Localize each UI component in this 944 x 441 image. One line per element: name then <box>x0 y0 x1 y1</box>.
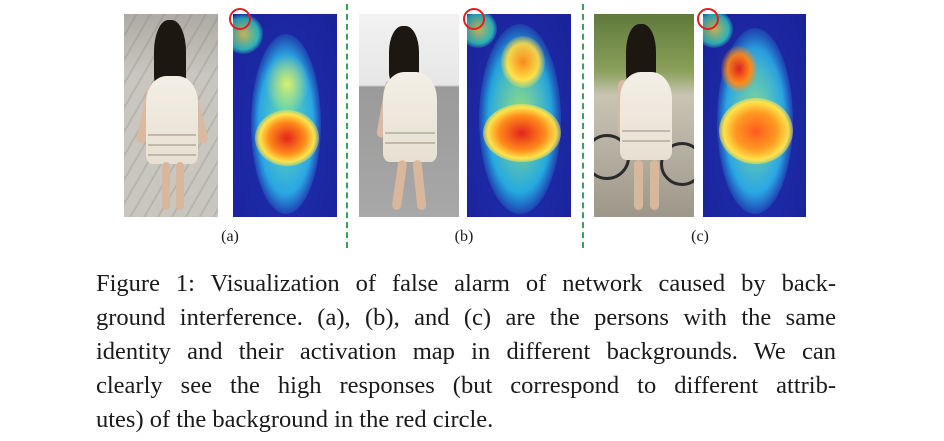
person-photo-b <box>359 14 459 217</box>
figure-caption: Figure 1: Visualization of false alarm o… <box>96 267 836 437</box>
panel-label-c: (c) <box>691 228 709 245</box>
caption-line: clearly see the high responses (but corr… <box>96 372 836 399</box>
activation-map-c <box>703 14 806 217</box>
divider-1 <box>346 4 348 248</box>
activation-map-a <box>233 14 337 217</box>
panel-label-a: (a) <box>221 228 239 245</box>
highlight-circle-c <box>697 8 719 30</box>
highlight-circle-a <box>229 8 251 30</box>
caption-line: ground interference. (a), (b), and (c) a… <box>96 304 836 331</box>
person-photo-c <box>594 14 694 217</box>
caption-line: identity and their activation map in dif… <box>96 338 836 365</box>
highlight-circle-b <box>463 8 485 30</box>
caption-line: Figure 1: Visualization of false alarm o… <box>96 270 836 297</box>
activation-map-b <box>467 14 571 217</box>
caption-line: utes) of the background in the red circl… <box>96 406 494 433</box>
panel-label-b: (b) <box>454 228 474 245</box>
divider-2 <box>582 4 584 248</box>
person-photo-a <box>124 14 218 217</box>
